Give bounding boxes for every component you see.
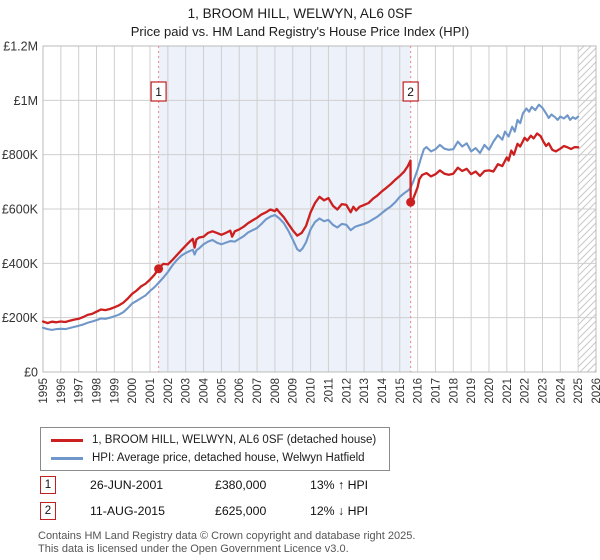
legend-label: HPI: Average price, detached house, Welw… xyxy=(92,452,365,464)
x-axis-tick-label: 2023 xyxy=(537,378,549,404)
x-axis-tick-label: 2005 xyxy=(216,378,228,404)
footer-line: This data is licensed under the Open Gov… xyxy=(38,542,349,555)
sale-price: £380,000 xyxy=(215,478,267,492)
x-axis-tick-label: 2020 xyxy=(484,378,496,404)
x-axis-tick-label: 1995 xyxy=(38,378,50,404)
x-axis-tick-label: 2004 xyxy=(199,377,211,403)
y-axis-tick-label: £1.2M xyxy=(3,40,38,54)
x-axis-tick-label: 2008 xyxy=(270,378,282,404)
sale-number-badge: 2 xyxy=(40,502,56,520)
x-axis-tick-label: 2017 xyxy=(430,378,442,404)
copyright-footer: Contains HM Land Registry data © Crown c… xyxy=(38,530,415,556)
y-axis-tick-label: £600K xyxy=(2,203,39,217)
x-axis-tick-label: 2015 xyxy=(395,378,407,404)
x-axis-tick-label: 2009 xyxy=(288,378,300,404)
blue-line-swatch-icon xyxy=(51,456,83,460)
x-axis-tick-label: 2021 xyxy=(502,378,514,404)
sale-marker-box xyxy=(402,81,419,102)
x-axis-tick-label: 1998 xyxy=(92,378,104,404)
y-axis-tick-label: £1M xyxy=(14,94,38,108)
x-axis-tick-label: 1999 xyxy=(109,378,121,404)
sale-marker-box xyxy=(150,81,167,102)
page-title: 1, BROOM HILL, WELWYN, AL6 0SF xyxy=(187,6,413,21)
y-axis-tick-label: £200K xyxy=(2,311,39,325)
x-axis-tick-label: 2006 xyxy=(234,378,246,404)
x-axis-tick-label: 2013 xyxy=(359,378,371,404)
x-axis-tick-label: 2016 xyxy=(413,378,425,404)
page-subtitle: Price paid vs. HM Land Registry's House … xyxy=(130,24,470,39)
y-axis-tick-label: £400K xyxy=(2,257,39,271)
sale-marker-dot xyxy=(406,197,416,207)
sale-vs-hpi: 12% ↓ HPI xyxy=(310,504,369,518)
x-axis-tick-label: 2024 xyxy=(555,377,567,403)
plot-border xyxy=(42,45,597,373)
x-axis-tick-label: 2010 xyxy=(306,378,318,404)
sale-number-badge: 1 xyxy=(40,476,56,494)
sale-annotation-row: 1 26-JUN-2001 £380,000 13% ↑ HPI xyxy=(0,476,600,496)
x-axis-tick-label: 2012 xyxy=(341,378,353,404)
hpi-average-line xyxy=(41,103,580,331)
x-axis-tick-label: 2003 xyxy=(181,378,193,404)
x-axis-tick-label: 2002 xyxy=(163,378,175,404)
y-axis-tick-label: £800K xyxy=(2,148,39,162)
x-axis-tick-label: 2022 xyxy=(520,378,532,404)
sale-price: £625,000 xyxy=(215,504,267,518)
legend-label: 1, BROOM HILL, WELWYN, AL6 0SF (detached… xyxy=(92,434,377,446)
chart-legend: 1, BROOM HILL, WELWYN, AL6 0SF (detached… xyxy=(40,427,390,471)
legend-item-property: 1, BROOM HILL, WELWYN, AL6 0SF (detached… xyxy=(47,431,389,449)
x-axis-tick-label: 2019 xyxy=(466,378,478,404)
sale-marker-dot xyxy=(154,264,164,274)
x-axis-tick-label: 1997 xyxy=(74,378,86,404)
y-axis-tick-label: £0 xyxy=(24,366,38,380)
property-price-line xyxy=(41,132,580,325)
price-chart: 1 2 £0 £200K £400K £600K £800K £1M £1.2M 1995 1996… xyxy=(2,40,600,404)
red-line-swatch-icon xyxy=(51,438,83,442)
x-axis-tick-label: 2018 xyxy=(448,378,460,404)
sale-vs-hpi: 13% ↑ HPI xyxy=(310,478,369,492)
x-axis-tick-label: 2007 xyxy=(252,378,264,404)
x-axis-tick-label: 2011 xyxy=(323,378,335,403)
x-axis-tick-label: 2001 xyxy=(145,378,157,404)
x-axis-tick-label: 2000 xyxy=(127,378,139,404)
sale-marker-label: 2 xyxy=(407,85,414,99)
x-axis-tick-label: 1996 xyxy=(56,378,68,404)
legend-item-hpi: HPI: Average price, detached house, Welw… xyxy=(47,449,389,467)
footer-line: Contains HM Land Registry data © Crown c… xyxy=(38,530,416,542)
sale-date: 26-JUN-2001 xyxy=(90,478,164,492)
x-axis-tick-label: 2026 xyxy=(591,378,600,404)
sale-date: 11-AUG-2015 xyxy=(90,504,165,518)
x-axis-tick-label: 2014 xyxy=(377,377,389,403)
sale-annotation-row: 2 11-AUG-2015 £625,000 12% ↓ HPI xyxy=(0,502,600,522)
sale-marker-label: 1 xyxy=(155,85,162,99)
x-axis-tick-label: 2025 xyxy=(573,378,585,404)
